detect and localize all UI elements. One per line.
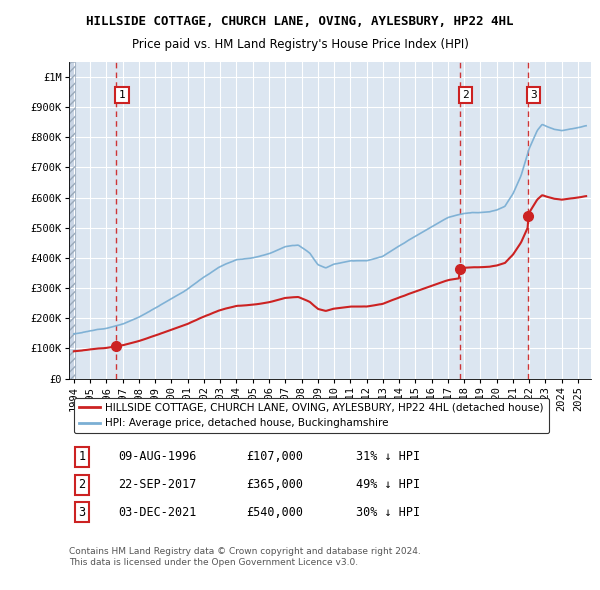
Text: 3: 3 [530, 90, 537, 100]
Bar [69, 62, 75, 379]
Text: £107,000: £107,000 [247, 450, 304, 463]
Text: 49% ↓ HPI: 49% ↓ HPI [356, 478, 420, 491]
Text: 1: 1 [119, 90, 125, 100]
Text: 22-SEP-2017: 22-SEP-2017 [119, 478, 197, 491]
Legend: HILLSIDE COTTAGE, CHURCH LANE, OVING, AYLESBURY, HP22 4HL (detached house), HPI:: HILLSIDE COTTAGE, CHURCH LANE, OVING, AY… [74, 398, 549, 434]
Text: 30% ↓ HPI: 30% ↓ HPI [356, 506, 420, 519]
Text: 3: 3 [79, 506, 86, 519]
Text: £365,000: £365,000 [247, 478, 304, 491]
Text: 09-AUG-1996: 09-AUG-1996 [119, 450, 197, 463]
Bar [69, 62, 75, 379]
Text: 1: 1 [79, 450, 86, 463]
Text: HILLSIDE COTTAGE, CHURCH LANE, OVING, AYLESBURY, HP22 4HL: HILLSIDE COTTAGE, CHURCH LANE, OVING, AY… [86, 15, 514, 28]
Text: Price paid vs. HM Land Registry's House Price Index (HPI): Price paid vs. HM Land Registry's House … [131, 38, 469, 51]
Text: 03-DEC-2021: 03-DEC-2021 [119, 506, 197, 519]
Text: 2: 2 [79, 478, 86, 491]
Text: £540,000: £540,000 [247, 506, 304, 519]
Text: 31% ↓ HPI: 31% ↓ HPI [356, 450, 420, 463]
Text: Contains HM Land Registry data © Crown copyright and database right 2024.
This d: Contains HM Land Registry data © Crown c… [69, 546, 421, 568]
Text: 2: 2 [462, 90, 469, 100]
